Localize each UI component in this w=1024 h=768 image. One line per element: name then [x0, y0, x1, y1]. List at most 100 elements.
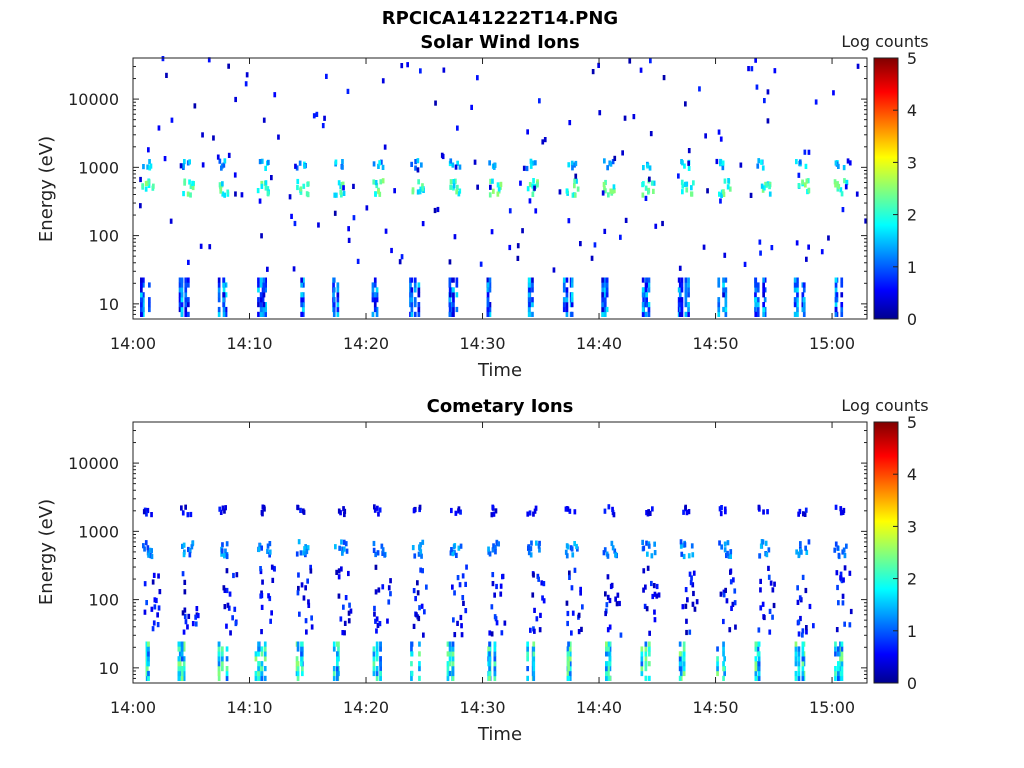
spectrogram-cell: [417, 551, 421, 557]
spectrogram-cell: [332, 277, 336, 283]
spectrogram-cell: [452, 292, 455, 298]
spectrogram-cell: [567, 661, 570, 667]
spectrogram-cell: [336, 661, 339, 667]
spectrogram-cell: [297, 539, 301, 545]
spectrogram-cell: [757, 666, 761, 672]
spectrogram-cell: [798, 595, 802, 601]
spectrogram-cell: [565, 543, 569, 549]
spectrogram-cell: [759, 578, 762, 584]
spectrogram-cell: [843, 178, 846, 184]
spectrogram-cell: [413, 302, 417, 308]
spectrogram-cell: [225, 568, 229, 574]
spectrogram-cell: [234, 620, 238, 627]
spectrogram-cell: [526, 646, 529, 652]
spectrogram-cell: [526, 641, 529, 647]
spectrogram-cell: [493, 651, 497, 657]
spectrogram-cell: [581, 604, 584, 610]
spectrogram-cell: [842, 165, 846, 171]
spectrogram-cell: [552, 267, 556, 273]
spectrogram-cell: [257, 646, 260, 652]
spectrogram-cell: [488, 656, 491, 662]
spectrogram-cell: [179, 163, 183, 169]
spectrogram-cell: [140, 302, 143, 308]
spectrogram-cell: [804, 545, 807, 551]
spectrogram-cell: [677, 173, 680, 179]
spectrogram-cell: [793, 311, 797, 317]
spectrogram-cell: [570, 160, 574, 166]
spectrogram-cell: [758, 239, 762, 245]
spectrogram-cell: [723, 656, 726, 662]
spectrogram-cell: [644, 584, 647, 590]
spectrogram-cell: [244, 81, 248, 87]
spectrogram-cell: [601, 282, 605, 288]
spectrogram-cell: [609, 188, 613, 194]
spectrogram-cell: [648, 651, 651, 657]
spectrogram-cell: [454, 510, 458, 516]
spectrogram-cell: [223, 508, 226, 514]
spectrogram-cell: [375, 287, 379, 293]
spectrogram-cell: [451, 656, 455, 662]
spectrogram-cell: [720, 192, 723, 198]
spectrogram-cell: [410, 311, 414, 317]
spectrogram-cell: [195, 606, 199, 612]
spectrogram-cell: [183, 159, 186, 165]
spectrogram-cell: [298, 611, 301, 617]
spectrogram-cell: [487, 546, 490, 552]
spectrogram-cell: [260, 675, 264, 681]
spectrogram-cell: [377, 189, 380, 195]
spectrogram-cell: [416, 158, 420, 164]
spectrogram-cell: [579, 590, 582, 596]
spectrogram-cell: [372, 646, 376, 652]
spectrogram-cell: [565, 553, 569, 559]
spectrogram-cell: [796, 302, 799, 308]
spectrogram-cell: [691, 582, 695, 588]
spectrogram-cell: [225, 656, 229, 662]
spectrogram-cell: [645, 277, 648, 283]
spectrogram-cell: [647, 302, 651, 308]
spectrogram-cell: [840, 578, 844, 584]
spectrogram-cell: [608, 666, 612, 672]
spectrogram-cell: [260, 604, 264, 610]
spectrogram-cell: [797, 651, 801, 657]
spectrogram-cell: [186, 160, 190, 166]
spectrogram-cell: [147, 670, 150, 677]
spectrogram-cell: [375, 306, 379, 313]
spectrogram-cell: [657, 592, 661, 598]
spectrogram-cell: [180, 302, 184, 308]
spectrogram-cell: [649, 131, 653, 137]
spectrogram-cell: [181, 610, 185, 616]
spectrogram-cell: [146, 164, 149, 170]
spectrogram-cell: [568, 656, 572, 662]
spectrogram-cell: [680, 297, 684, 303]
x-axis-label: Time: [477, 724, 522, 745]
spectrogram-cell: [421, 568, 424, 574]
spectrogram-cell: [492, 543, 495, 549]
spectrogram-cell: [493, 675, 497, 681]
spectrogram-cell: [531, 191, 535, 197]
spectrogram-cell: [757, 661, 761, 667]
spectrogram-cell: [371, 297, 375, 303]
spectrogram-cell: [268, 552, 271, 558]
spectrogram-cell: [378, 507, 382, 513]
spectrogram-cell: [765, 552, 769, 558]
spectrogram-cell: [796, 297, 799, 303]
spectrogram-cell: [528, 182, 532, 188]
spectrogram-cell: [603, 508, 607, 514]
spectrogram-cell: [303, 550, 307, 556]
spectrogram-cell: [729, 579, 733, 585]
spectrogram-cell: [225, 623, 228, 629]
spectrogram-cell: [605, 675, 608, 681]
spectrogram-cell: [541, 595, 544, 601]
spectrogram-cell: [332, 287, 336, 293]
spectrogram-cell: [754, 57, 757, 63]
spectrogram-cell: [411, 545, 415, 551]
spectrogram-cell: [834, 302, 838, 308]
spectrogram-cell: [655, 593, 659, 599]
spectrogram-cell: [532, 511, 535, 517]
spectrogram-cell: [706, 188, 709, 194]
spectrogram-cell: [840, 311, 844, 317]
spectrogram-cell: [573, 509, 577, 515]
spectrogram-cell: [580, 626, 583, 632]
spectrogram-cell: [165, 72, 168, 78]
